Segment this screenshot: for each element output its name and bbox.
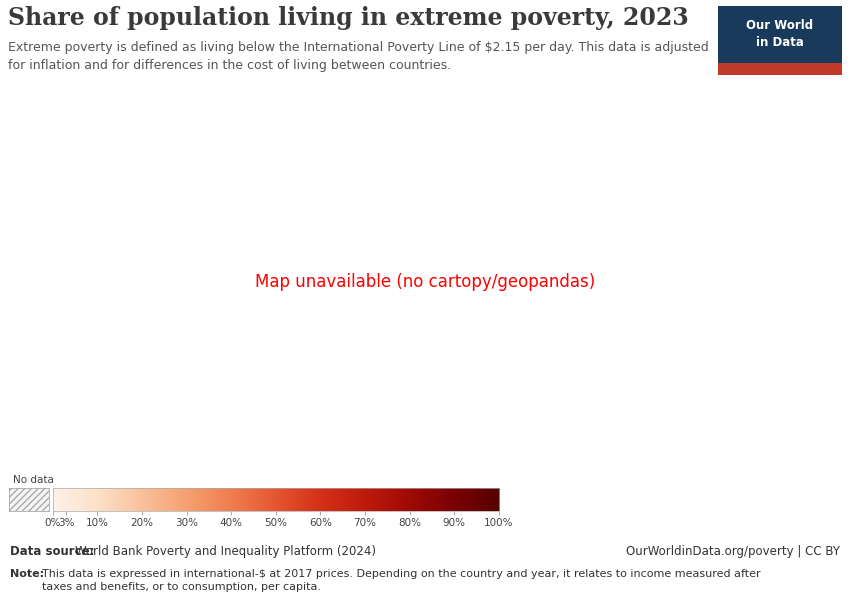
Text: No data: No data [13, 475, 54, 485]
Text: OurWorldinData.org/poverty | CC BY: OurWorldinData.org/poverty | CC BY [626, 545, 840, 558]
Text: Extreme poverty is defined as living below the International Poverty Line of $2.: Extreme poverty is defined as living bel… [8, 41, 709, 71]
Text: Our World
in Data: Our World in Data [746, 19, 813, 49]
Text: World Bank Poverty and Inequality Platform (2024): World Bank Poverty and Inequality Platfo… [75, 545, 376, 558]
Text: Map unavailable (no cartopy/geopandas): Map unavailable (no cartopy/geopandas) [255, 273, 595, 291]
Text: This data is expressed in international-$ at 2017 prices. Depending on the count: This data is expressed in international-… [42, 569, 761, 592]
Bar [718, 6, 842, 62]
Text: Data source:: Data source: [10, 545, 94, 558]
Text: Note:: Note: [10, 569, 44, 579]
Text: Share of population living in extreme poverty, 2023: Share of population living in extreme po… [8, 6, 689, 30]
Bar [718, 62, 842, 75]
